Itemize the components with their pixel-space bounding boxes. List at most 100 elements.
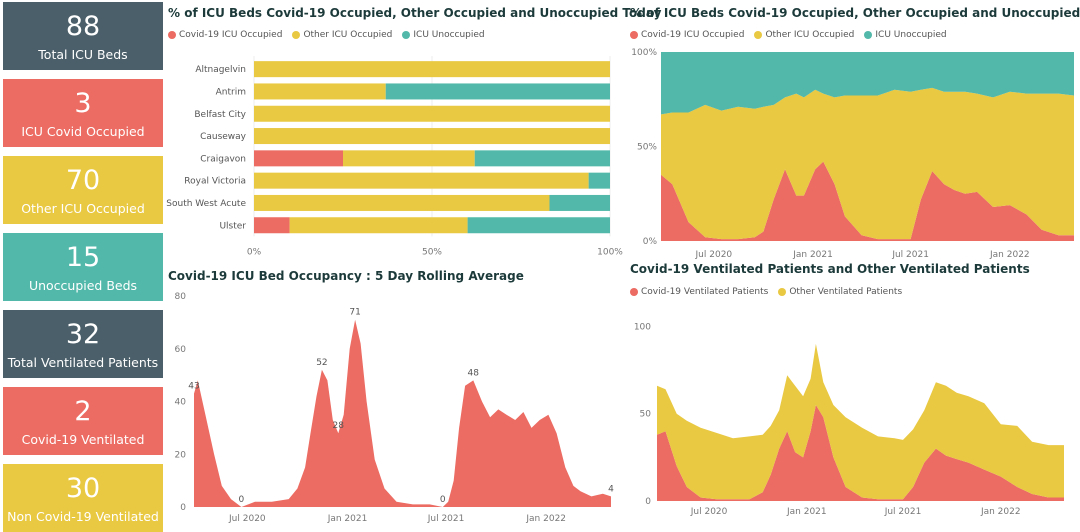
x-tick-label: Jul 2021: [891, 250, 929, 260]
card-label: Non Covid-19 Ventilated: [7, 509, 159, 524]
data-label: 43: [188, 382, 199, 392]
y-tick-label: 0%: [643, 237, 658, 247]
legend-label: Covid-19 ICU Occupied: [641, 30, 745, 40]
legend-swatch-other-vent: [778, 288, 787, 296]
x-tick-label: Jul 2020: [695, 250, 733, 260]
bar-segment: [474, 150, 610, 167]
data-label: 52: [316, 358, 327, 368]
y-tick-label: 50%: [637, 143, 657, 153]
legend-label: ICU Unoccupied: [875, 30, 947, 40]
legend-item[interactable]: ICU Unoccupied: [402, 30, 485, 40]
bar-segment: [254, 61, 610, 78]
card-other-icu-occupied[interactable]: 70 Other ICU Occupied: [3, 156, 163, 224]
data-label: 0: [238, 495, 244, 505]
vent-chart-legend: Covid-19 Ventilated Patients Other Venti…: [630, 287, 902, 297]
today-chart-legend: Covid-19 ICU Occupied Other ICU Occupied…: [168, 30, 485, 40]
bar-segment: [467, 217, 610, 234]
card-label: Unoccupied Beds: [28, 278, 138, 293]
rolling-chart-title: Covid-19 ICU Bed Occupancy : 5 Day Rolli…: [168, 269, 524, 283]
legend-label: Other ICU Occupied: [303, 30, 393, 40]
card-label: Covid-19 Ventilated: [21, 432, 145, 447]
legend-item[interactable]: Covid-19 ICU Occupied: [630, 30, 744, 40]
bar-segment: [254, 194, 550, 211]
bar-segment: [254, 128, 610, 145]
x-tick-label: Jul 2021: [427, 514, 465, 524]
legend-swatch-unoccupied: [864, 31, 873, 39]
bar-segment: [343, 150, 475, 167]
card-covid-ventilated[interactable]: 2 Covid-19 Ventilated: [3, 387, 163, 455]
x-tick-label: Jan 2022: [525, 514, 566, 524]
card-value: 70: [65, 165, 101, 196]
category-label: Craigavon: [200, 154, 246, 164]
y-tick-label: 80: [175, 292, 187, 302]
x-tick-label: Jan 2021: [792, 250, 833, 260]
bar-segment: [254, 172, 589, 189]
bar-segment: [254, 217, 290, 234]
card-value: 30: [65, 473, 101, 504]
legend-item[interactable]: ICU Unoccupied: [864, 30, 947, 40]
card-label: Total ICU Beds: [38, 47, 128, 62]
area-series: [661, 161, 1074, 241]
y-tick-label: 40: [175, 398, 187, 408]
legend-swatch-covid: [168, 31, 176, 39]
bar-segment: [254, 150, 343, 167]
bar-segment: [588, 172, 610, 189]
x-tick-label: 100%: [597, 247, 623, 257]
category-label: Belfast City: [194, 110, 246, 120]
y-tick-label: 60: [175, 345, 187, 355]
bar-segment: [254, 83, 386, 100]
category-label: Ulster: [219, 221, 246, 231]
legend-swatch-covid-vent: [630, 288, 638, 296]
data-label: 71: [349, 308, 360, 318]
today-bar-chart: 0% 50% 100% Altnagelvin Antrim Belfast City Ca…: [166, 56, 623, 257]
card-total-icu-beds[interactable]: 88 Total ICU Beds: [3, 2, 163, 70]
card-non-covid-ventilated[interactable]: 30 Non Covid-19 Ventilated: [3, 464, 163, 532]
pct-chart-legend: Covid-19 ICU Occupied Other ICU Occupied…: [630, 30, 947, 40]
card-unoccupied-beds[interactable]: 15 Unoccupied Beds: [3, 233, 163, 301]
legend-item[interactable]: Covid-19 ICU Occupied: [168, 30, 282, 40]
x-tick-label: Jul 2020: [228, 514, 266, 524]
data-label: 28: [333, 421, 345, 431]
data-label: 0: [440, 495, 446, 505]
card-value: 15: [65, 242, 101, 273]
legend-item[interactable]: Other Ventilated Patients: [778, 287, 902, 297]
legend-swatch-covid: [630, 31, 638, 39]
legend-item[interactable]: Other ICU Occupied: [754, 30, 854, 40]
x-tick-label: Jul 2021: [884, 507, 922, 517]
x-tick-label: Jan 2021: [327, 514, 368, 524]
x-tick-label: Jan 2022: [980, 507, 1021, 517]
bar-segment: [254, 105, 610, 122]
area-series: [661, 87, 1074, 240]
card-value: 88: [65, 11, 101, 42]
card-label: Other ICU Occupied: [21, 201, 145, 216]
category-label: South West Acute: [166, 199, 246, 209]
legend-swatch-other: [292, 31, 301, 39]
y-tick-label: 20: [175, 450, 187, 460]
legend-label: ICU Unoccupied: [413, 30, 485, 40]
x-tick-label: 0%: [247, 247, 262, 257]
area-series-covid: [194, 319, 611, 507]
legend-item[interactable]: Other ICU Occupied: [292, 30, 392, 40]
y-tick-label: 100: [634, 322, 651, 332]
card-icu-covid-occupied[interactable]: 3 ICU Covid Occupied: [3, 79, 163, 147]
card-total-ventilated[interactable]: 32 Total Ventilated Patients: [3, 310, 163, 378]
legend-label: Covid-19 Ventilated Patients: [641, 287, 769, 297]
area-series: [657, 343, 1064, 500]
y-tick-label: 100%: [631, 48, 657, 58]
x-tick-label: Jul 2020: [690, 507, 728, 517]
area-series: [661, 52, 1074, 115]
legend-swatch-other: [754, 31, 763, 39]
bar-segment: [385, 83, 610, 100]
y-tick-label: 0: [645, 497, 651, 507]
vent-chart-title: Covid-19 Ventilated Patients and Other V…: [630, 262, 1030, 276]
category-label: Causeway: [200, 132, 247, 142]
category-label: Antrim: [216, 87, 246, 97]
legend-item[interactable]: Covid-19 Ventilated Patients: [630, 287, 768, 297]
card-value: 2: [74, 396, 92, 427]
bar-segment: [289, 217, 468, 234]
bar-segment: [549, 194, 610, 211]
card-label: Total Ventilated Patients: [7, 355, 159, 370]
card-value: 3: [74, 88, 92, 119]
pct-area-chart: 0% 50% 100% Jul 2020 Jan 2021 Jul 2021 Jan 202…: [631, 48, 1074, 260]
legend-label: Other ICU Occupied: [765, 30, 855, 40]
